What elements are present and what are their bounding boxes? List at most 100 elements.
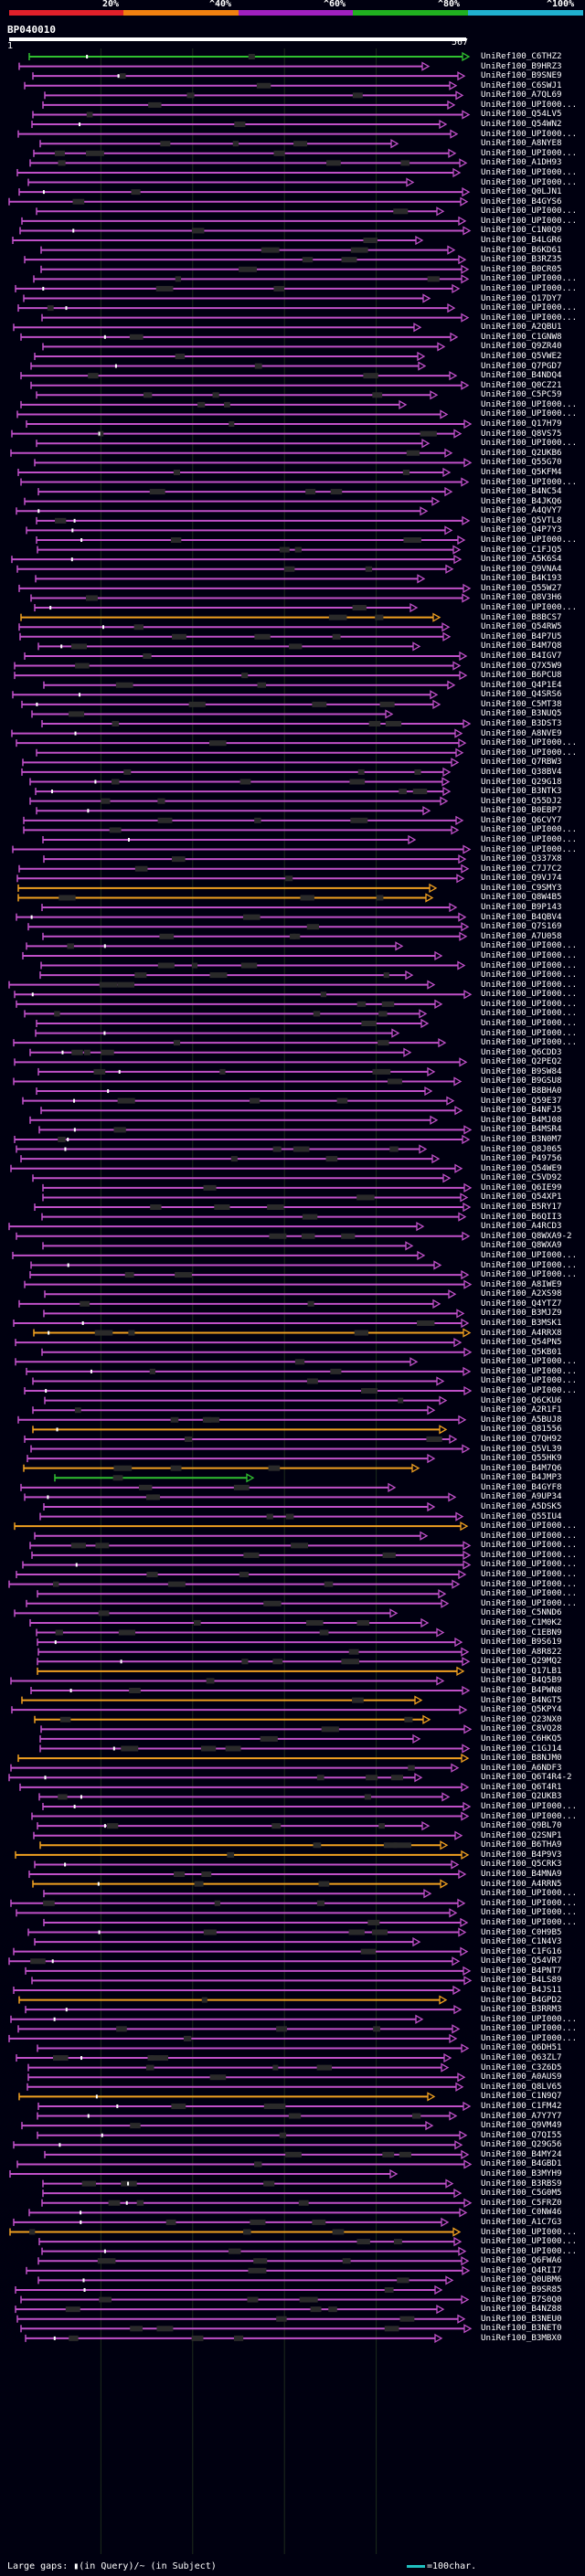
hit-label[interactable]: UniRef100_C1FM42 <box>481 2101 562 2111</box>
hit-label[interactable]: UniRef100_A5BUJ8 <box>481 1415 562 1425</box>
hit-label[interactable]: UniRef100_Q7X5W9 <box>481 661 562 671</box>
hit-label[interactable]: UniRef100_Q2SNP1 <box>481 1830 562 1840</box>
hit-label[interactable]: UniRef100_Q8V3H6 <box>481 593 562 603</box>
hit-label[interactable]: UniRef100_B4P7U5 <box>481 631 562 641</box>
hit-label[interactable]: UniRef100_C3Z6D5 <box>481 2062 562 2072</box>
hit-label[interactable]: UniRef100_UPI000... <box>481 1589 578 1599</box>
hit-label[interactable]: UniRef100_UPI000... <box>481 1598 578 1608</box>
hit-label[interactable]: UniRef100_UPI000... <box>481 960 578 970</box>
hit-label[interactable]: UniRef100_Q6FWA6 <box>481 2256 562 2266</box>
hit-label[interactable]: UniRef100_UPI000... <box>481 1260 578 1270</box>
hit-label[interactable]: UniRef100_A0AUS9 <box>481 2072 562 2083</box>
hit-label[interactable]: UniRef100_A1C7G3 <box>481 2217 562 2227</box>
hit-label[interactable]: UniRef100_Q5KB01 <box>481 1347 562 1357</box>
hit-label[interactable]: UniRef100_C1N4V3 <box>481 1937 562 1947</box>
hit-label[interactable]: UniRef100_Q337X8 <box>481 854 562 864</box>
hit-label[interactable]: UniRef100_Q29G56 <box>481 2140 562 2150</box>
hit-label[interactable]: UniRef100_B3MSK1 <box>481 1318 562 1328</box>
hit-label[interactable]: UniRef100_UPI000... <box>481 1376 578 1386</box>
hit-label[interactable]: UniRef100_Q7QH92 <box>481 1434 562 1444</box>
hit-label[interactable]: UniRef100_B4MSR4 <box>481 1125 562 1135</box>
hit-label[interactable]: UniRef100_UPI000... <box>481 1366 578 1376</box>
hit-label[interactable]: UniRef100_C7J7C2 <box>481 864 562 874</box>
hit-label[interactable]: UniRef100_B9SR85 <box>481 2284 562 2295</box>
hit-label[interactable]: UniRef100_Q2PEQ2 <box>481 1057 562 1067</box>
hit-label[interactable]: UniRef100_UPI000... <box>481 1908 578 1918</box>
hit-label[interactable]: UniRef100_C1EBN9 <box>481 1627 562 1638</box>
hit-label[interactable]: UniRef100_A4RRN5 <box>481 1879 562 1889</box>
hit-label[interactable]: UniRef100_Q8VS75 <box>481 429 562 439</box>
hit-label[interactable]: UniRef100_C1GNW8 <box>481 332 562 342</box>
hit-label[interactable]: UniRef100_Q8J065 <box>481 1144 562 1154</box>
hit-label[interactable]: UniRef100_Q6CDD3 <box>481 1047 562 1057</box>
hit-label[interactable]: UniRef100_B4MY24 <box>481 2149 562 2159</box>
hit-label[interactable]: UniRef100_C1GJ14 <box>481 1744 562 1754</box>
hit-label[interactable]: UniRef100_UPI000... <box>481 2033 578 2043</box>
hit-label[interactable]: UniRef100_UPI000... <box>481 148 578 158</box>
hit-label[interactable]: UniRef100_UPI000... <box>481 1386 578 1396</box>
hit-label[interactable]: UniRef100_C0H9B5 <box>481 1927 562 1937</box>
hit-label[interactable]: UniRef100_Q38BV4 <box>481 767 562 777</box>
hit-label[interactable]: UniRef100_Q9VNA4 <box>481 564 562 574</box>
hit-label[interactable]: UniRef100_Q55G70 <box>481 458 562 468</box>
hit-label[interactable]: UniRef100_Q55DJ2 <box>481 796 562 806</box>
hit-label[interactable]: UniRef100_B3RBS9 <box>481 2178 562 2189</box>
hit-label[interactable]: UniRef100_UPI000... <box>481 844 578 854</box>
hit-label[interactable]: UniRef100_Q4RII7 <box>481 2265 562 2275</box>
hit-label[interactable]: UniRef100_B8BHA0 <box>481 1087 562 1097</box>
hit-label[interactable]: UniRef100_B5RY17 <box>481 1203 562 1213</box>
hit-label[interactable]: UniRef100_B4K193 <box>481 574 562 584</box>
hit-label[interactable]: UniRef100_UPI000... <box>481 1889 578 1899</box>
hit-label[interactable]: UniRef100_UPI000... <box>481 1550 578 1560</box>
hit-label[interactable]: UniRef100_UPI000... <box>481 477 578 487</box>
hit-label[interactable]: UniRef100_Q54XP1 <box>481 1193 562 1203</box>
hit-label[interactable]: UniRef100_B4NDQ4 <box>481 371 562 381</box>
hit-label[interactable]: UniRef100_A8NYE8 <box>481 139 562 149</box>
hit-label[interactable]: UniRef100_Q5KPY4 <box>481 1705 562 1715</box>
hit-label[interactable]: UniRef100_UPI000... <box>481 2227 578 2237</box>
hit-label[interactable]: UniRef100_A1DH93 <box>481 158 562 168</box>
hit-label[interactable]: UniRef100_B6QII3 <box>481 1212 562 1222</box>
hit-label[interactable]: UniRef100_Q59E37 <box>481 1096 562 1106</box>
hit-label[interactable]: UniRef100_Q5KFM4 <box>481 467 562 477</box>
hit-label[interactable]: UniRef100_UPI000... <box>481 1019 578 1028</box>
hit-label[interactable]: UniRef100_Q5VL39 <box>481 1444 562 1454</box>
hit-label[interactable]: UniRef100_UPI000... <box>481 834 578 844</box>
hit-label[interactable]: UniRef100_C8VQ28 <box>481 1724 562 1734</box>
hit-label[interactable]: UniRef100_Q55IU4 <box>481 1511 562 1521</box>
hit-label[interactable]: UniRef100_UPI000... <box>481 1541 578 1551</box>
hit-label[interactable]: UniRef100_UPI000... <box>481 439 578 449</box>
hit-label[interactable]: UniRef100_B4PWN8 <box>481 1686 562 1696</box>
hit-label[interactable]: UniRef100_B4JMP3 <box>481 1473 562 1483</box>
hit-label[interactable]: UniRef100_B3MJZ9 <box>481 1309 562 1319</box>
hit-label[interactable]: UniRef100_B7S0Q0 <box>481 2295 562 2305</box>
hit-label[interactable]: UniRef100_B4GYF8 <box>481 1482 562 1492</box>
hit-label[interactable]: UniRef100_C1N9Q7 <box>481 2092 562 2102</box>
hit-label[interactable]: UniRef100_UPI000... <box>481 1531 578 1541</box>
hit-label[interactable]: UniRef100_A2R1F1 <box>481 1405 562 1415</box>
hit-label[interactable]: UniRef100_UPI000... <box>481 1560 578 1570</box>
hit-label[interactable]: UniRef100_B3NET0 <box>481 2324 562 2334</box>
hit-label[interactable]: UniRef100_UPI000... <box>481 1570 578 1580</box>
hit-label[interactable]: UniRef100_B9HRZ3 <box>481 61 562 71</box>
hit-label[interactable]: UniRef100_C5PC59 <box>481 390 562 400</box>
hit-label[interactable]: UniRef100_B4LGR6 <box>481 236 562 246</box>
hit-label[interactable]: UniRef100_Q5CRK3 <box>481 1860 562 1870</box>
hit-label[interactable]: UniRef100_A7QL69 <box>481 90 562 101</box>
hit-label[interactable]: UniRef100_UPI000... <box>481 1028 578 1038</box>
hit-label[interactable]: UniRef100_A5DSK5 <box>481 1502 562 1511</box>
hit-label[interactable]: UniRef100_B4GBD1 <box>481 2159 562 2169</box>
hit-label[interactable]: UniRef100_UPI000... <box>481 2237 578 2247</box>
hit-label[interactable]: UniRef100_B6PCU8 <box>481 671 562 681</box>
hit-label[interactable]: UniRef100_Q7PGD7 <box>481 361 562 371</box>
hit-label[interactable]: UniRef100_UPI000... <box>481 313 578 323</box>
hit-label[interactable]: UniRef100_Q8WXA9-2 <box>481 1231 572 1241</box>
hit-label[interactable]: UniRef100_A8NVE9 <box>481 728 562 738</box>
hit-label[interactable]: UniRef100_B9SNE9 <box>481 71 562 81</box>
hit-label[interactable]: UniRef100_Q23NX0 <box>481 1714 562 1724</box>
hit-label[interactable]: UniRef100_Q54WN2 <box>481 120 562 130</box>
hit-label[interactable]: UniRef100_Q4SRS6 <box>481 690 562 700</box>
hit-label[interactable]: UniRef100_Q8WXA9 <box>481 1241 562 1251</box>
hit-label[interactable]: UniRef100_B0EBP7 <box>481 806 562 816</box>
hit-label[interactable]: UniRef100_Q9BL70 <box>481 1821 562 1831</box>
